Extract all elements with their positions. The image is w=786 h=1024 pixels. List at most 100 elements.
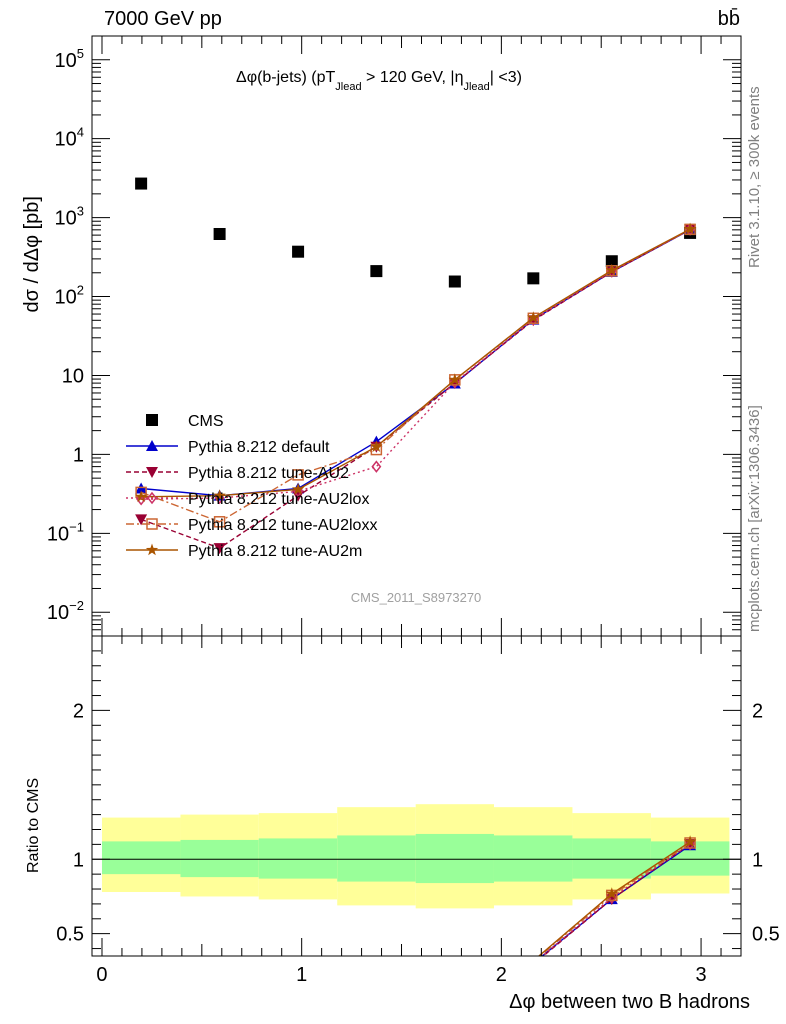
band-inner-bin	[337, 835, 416, 882]
legend-marker-data	[146, 414, 158, 426]
mc-line-au2m	[141, 228, 691, 498]
y-tick-label: 104	[55, 125, 84, 151]
mc-point-au2	[213, 543, 226, 555]
legend-label-au2m: Pythia 8.212 tune-AU2m	[188, 543, 362, 560]
mc-point-au2m	[291, 482, 305, 495]
legend-marker-au2lox	[147, 491, 157, 505]
legend-marker-au2m	[145, 543, 159, 556]
data-point-data	[605, 255, 618, 268]
ratio-line-au2lox	[541, 843, 691, 956]
ratio-point-au2m	[683, 835, 697, 848]
mc-point-au2m	[370, 440, 383, 452]
y-tick-label-exponent: 2	[77, 283, 84, 298]
y-tick-label: 1	[73, 444, 84, 466]
mc-point-au2loxx	[213, 516, 226, 528]
legend-marker-au2loxx	[146, 518, 158, 530]
mc-point-au2	[135, 514, 148, 526]
title-sub-2: Jlead	[463, 81, 489, 93]
y-tick-label-exponent: 3	[77, 204, 84, 219]
data-point-data	[527, 272, 540, 285]
x-tick-label: 3	[695, 964, 706, 986]
bottom-series-layer	[537, 835, 697, 956]
x-tick-label: 1	[296, 964, 307, 986]
data-point-data	[135, 177, 148, 190]
legend-label-au2lox: Pythia 8.212 tune-AU2lox	[188, 491, 369, 508]
y-tick-label: 10	[62, 365, 84, 387]
y-tick-label-base: 10	[55, 208, 77, 230]
legend-marker-default	[146, 440, 158, 451]
ratio-y-tick-label-right: 1	[752, 849, 763, 871]
ratio-y-tick-label-right: 0.5	[752, 924, 780, 946]
y-tick-label: 105	[55, 46, 84, 72]
y-tick-label-exponent: −2	[69, 598, 84, 613]
bottom-plot-frame	[91, 635, 742, 957]
header-left: 7000 GeV pp	[104, 8, 222, 30]
watermark: CMS_2011_S8973270	[351, 590, 482, 605]
mcplots-source-label: mcplots.cern.ch [arXiv:1306.3436]	[746, 405, 763, 632]
legend-label-data: CMS	[188, 413, 224, 430]
y-tick-label-exponent: 4	[77, 125, 84, 140]
ratio-uncertainty-bands	[101, 804, 730, 909]
ratio-y-axis-label: Ratio to CMS	[25, 778, 42, 873]
mc-point-au2m	[683, 222, 697, 235]
band-inner-bin	[572, 838, 651, 879]
top-y-axis-label: dσ / dΔφ [pb]	[21, 196, 43, 313]
legend-label-default: Pythia 8.212 default	[188, 439, 330, 456]
band-inner-bin	[493, 835, 573, 882]
ratio-y-tick-label-right: 2	[752, 700, 763, 722]
y-tick-label-exponent: −1	[69, 519, 84, 534]
legend-label-au2loxx: Pythia 8.212 tune-AU2loxx	[188, 517, 377, 534]
x-tick-label: 2	[496, 964, 507, 986]
data-point-data	[370, 265, 383, 278]
ratio-y-tick-label: 1	[73, 849, 84, 871]
mc-point-au2loxx	[292, 469, 304, 481]
mc-line-au2loxx	[140, 228, 691, 523]
title-part-mid: > 120 GeV, |η	[362, 69, 464, 86]
title-part-pre: Δφ(b-jets) (pT	[236, 69, 336, 86]
mc-point-au2m	[134, 490, 148, 503]
x-axis-label: Δφ between two B hadrons	[509, 991, 750, 1013]
band-inner-bin	[258, 838, 338, 879]
rivet-version-label: Rivet 3.1.10, ≥ 300k events	[746, 86, 763, 268]
mc-point-au2lox	[371, 460, 382, 473]
ratio-point-au2m	[605, 887, 618, 900]
x-tick-label: 0	[96, 964, 107, 986]
legend-label-au2: Pythia 8.212 tune-AU2	[188, 465, 349, 482]
y-tick-label: 10−1	[47, 519, 84, 545]
ratio-y-tick-label: 0.5	[56, 924, 84, 946]
mc-point-au2m	[213, 489, 226, 501]
mc-point-au2lox	[449, 376, 460, 389]
mc-line-au2lox	[141, 228, 691, 500]
y-tick-label-base: 10	[55, 287, 77, 309]
legend-marker-au2	[146, 467, 158, 478]
data-point-data	[292, 245, 305, 258]
title-part-post: | <3)	[490, 69, 522, 86]
mc-point-au2m	[527, 311, 540, 323]
y-tick-label: 102	[55, 283, 84, 309]
y-tick-label: 103	[55, 204, 84, 230]
data-point-data	[448, 275, 461, 288]
y-tick-label-base: 10	[55, 129, 77, 151]
mc-point-au2m	[605, 263, 618, 276]
bottom-panel: 2 2 1 1 0.5 0.5 0 1 2 3 Ratio to CMS Δφ between t…	[25, 635, 780, 1013]
y-tick-label-base: 10	[62, 365, 84, 387]
header-right: bb̄	[718, 7, 740, 30]
y-tick-label: 10−2	[47, 598, 84, 624]
title-sub-1: Jlead	[335, 81, 361, 93]
ratio-line-au2loxx	[538, 842, 691, 956]
legend: CMS Pythia 8.212 default Pythia 8.212 tune…	[126, 413, 377, 560]
y-tick-label-base: 10	[47, 523, 69, 545]
ratio-line-au2m	[537, 841, 691, 956]
bottom-axis-layer: 2 2 1 1 0.5 0.5 0 1 2 3	[56, 636, 780, 986]
band-inner-bin	[180, 839, 259, 878]
y-tick-label-exponent: 5	[77, 46, 84, 61]
y-tick-label-base: 1	[73, 444, 84, 466]
top-series-layer	[134, 177, 697, 555]
data-point-data	[213, 227, 226, 240]
ratio-line-default	[541, 844, 691, 956]
band-inner-bin	[415, 833, 494, 884]
y-tick-label-base: 10	[55, 50, 77, 72]
